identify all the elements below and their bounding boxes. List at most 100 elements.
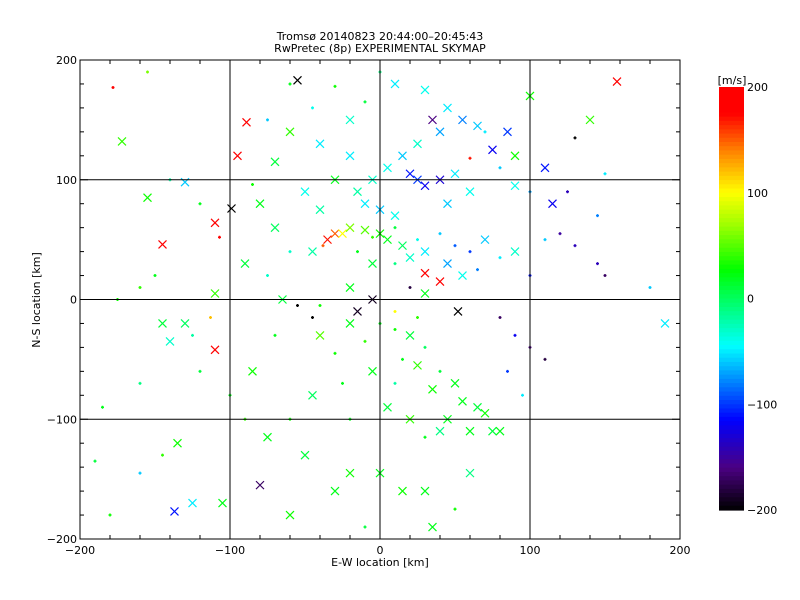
data-point [111, 86, 115, 90]
colorbar-segment [719, 387, 744, 393]
colorbar-segment [719, 340, 744, 346]
colorbar-segment [719, 137, 744, 143]
y-tick-label: 100 [56, 174, 77, 187]
data-point [428, 115, 437, 125]
data-point [101, 405, 104, 409]
data-point [408, 286, 412, 290]
data-point [330, 229, 340, 239]
data-point [390, 211, 400, 221]
data-point [255, 480, 265, 490]
colorbar [719, 87, 744, 511]
data-point [566, 190, 569, 194]
data-point [371, 235, 374, 239]
data-point [341, 381, 344, 385]
data-point [503, 127, 512, 137]
data-point [573, 244, 577, 248]
data-point [420, 85, 430, 95]
data-point [401, 357, 404, 361]
data-point [143, 193, 152, 203]
data-points-layer [93, 70, 670, 532]
colorbar-segment [719, 251, 744, 257]
colorbar-segment [719, 421, 744, 426]
data-point [293, 75, 302, 85]
data-point [660, 319, 670, 328]
colorbar-segment [719, 404, 744, 410]
data-point [390, 79, 400, 89]
x-tick-label: −200 [65, 544, 95, 557]
data-point [117, 137, 127, 146]
colorbar-segment [719, 163, 744, 168]
colorbar-segment [719, 319, 744, 325]
x-tick-label: 200 [670, 544, 691, 557]
data-point [498, 315, 502, 319]
data-point [300, 450, 310, 460]
colorbar-segment [719, 281, 744, 287]
colorbar-segment [719, 315, 744, 321]
data-point [318, 303, 322, 307]
data-point [435, 127, 445, 137]
data-point [240, 259, 250, 268]
colorbar-segment [719, 108, 744, 113]
data-point [161, 453, 164, 457]
colorbar-segment [719, 184, 744, 190]
data-point [468, 156, 472, 160]
data-point [423, 345, 427, 349]
data-point [173, 438, 182, 448]
colorbar-segment [719, 311, 744, 317]
data-point [483, 130, 487, 134]
colorbar-segment [719, 167, 744, 173]
data-point [420, 181, 430, 191]
colorbar-tick-label: 100 [747, 187, 768, 200]
data-point [510, 247, 520, 257]
data-point [458, 396, 467, 406]
data-point [423, 435, 427, 439]
colorbar-segment [719, 480, 744, 486]
data-point [596, 262, 599, 266]
data-point [558, 232, 562, 236]
colorbar-segment [719, 268, 744, 274]
colorbar-segment [719, 226, 744, 232]
data-point [300, 187, 310, 197]
colorbar-segment [719, 438, 744, 443]
x-tick-label: 0 [377, 544, 384, 557]
data-point [510, 181, 520, 191]
data-point [266, 118, 269, 122]
colorbar-segment [719, 125, 744, 130]
data-point [543, 357, 547, 361]
colorbar-segment [719, 120, 744, 126]
data-point [480, 408, 490, 418]
data-point [242, 117, 251, 127]
grid-lines [80, 60, 680, 539]
colorbar-segment [719, 450, 744, 456]
colorbar-segment [719, 416, 744, 422]
colorbar-segment [719, 476, 744, 481]
data-point [345, 223, 355, 233]
colorbar-tick-label: −200 [747, 504, 777, 517]
data-point [263, 432, 272, 442]
y-tick-label: 200 [56, 54, 77, 67]
data-point [255, 199, 265, 209]
data-point [210, 345, 220, 355]
data-point [188, 498, 197, 508]
data-point [353, 187, 362, 197]
colorbar-segment [719, 408, 744, 414]
colorbar-segment [719, 264, 744, 270]
data-point [158, 239, 167, 249]
data-point [338, 229, 347, 239]
data-point [420, 486, 430, 496]
data-point [296, 303, 299, 307]
data-point [573, 136, 577, 140]
data-point [191, 333, 194, 337]
colorbar-segment [719, 192, 744, 198]
data-point [413, 139, 422, 149]
data-point [266, 274, 269, 278]
colorbar-segment [719, 112, 744, 118]
data-point [308, 390, 317, 400]
data-point [333, 84, 337, 88]
data-point [345, 468, 355, 478]
data-point [363, 525, 367, 529]
colorbar-segment [719, 158, 744, 164]
data-point [285, 127, 295, 137]
data-point [398, 241, 407, 251]
colorbar-segment [719, 412, 744, 418]
